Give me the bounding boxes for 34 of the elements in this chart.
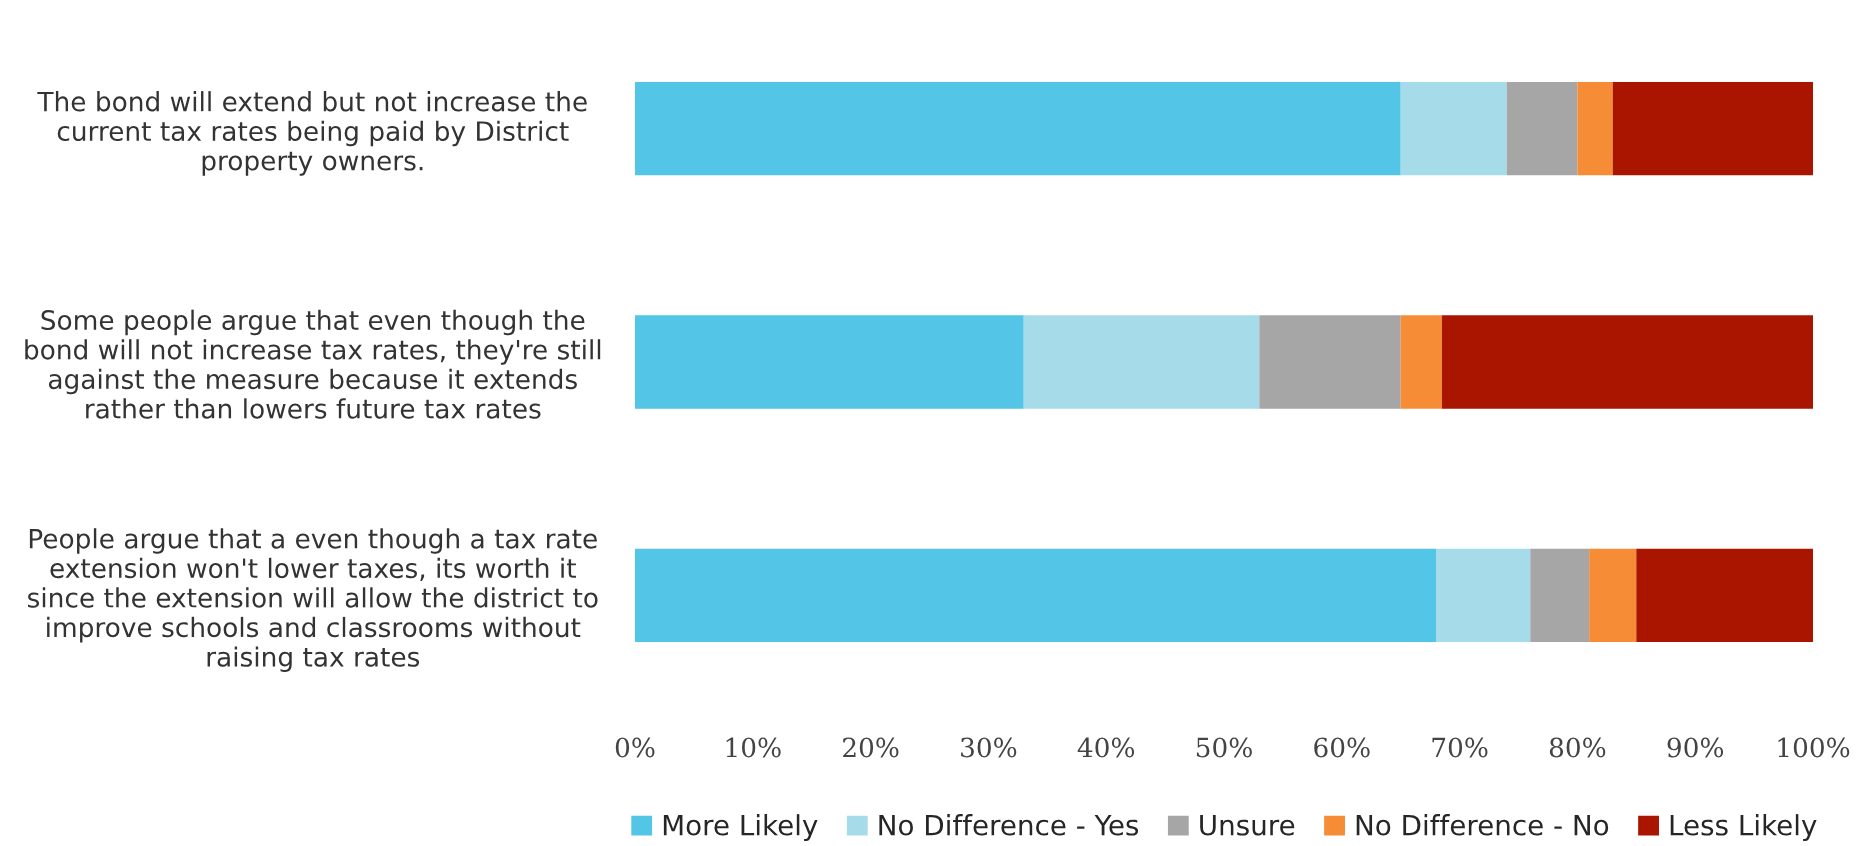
bar — [1400, 315, 1442, 409]
bar — [1506, 82, 1578, 176]
bar — [1612, 82, 1813, 176]
bar — [1589, 548, 1637, 642]
y-tick-label: People argue that a even though a tax rate extension won't lower taxes, its worth it since the extension will allow the district to improve schools and classrooms without raising tax rates — [28, 528, 598, 672]
bar — [635, 548, 1437, 642]
legend-label: More Likely — [663, 814, 818, 841]
bar — [1259, 315, 1401, 409]
x-tick-label: 70% — [1432, 737, 1488, 758]
x-tick-label: 60% — [1314, 737, 1370, 758]
bar — [1400, 82, 1507, 176]
x-tick-label: 40% — [1077, 737, 1135, 758]
bar — [1530, 548, 1590, 642]
legend-label: Less Likely — [1670, 814, 1817, 841]
x-tick-label: 90% — [1667, 737, 1724, 758]
legend-label: Unsure — [1200, 814, 1295, 836]
x-tick-label: 30% — [961, 737, 1017, 758]
y-tick-label: Some people argue that even though the bond will not increase tax rates, they're still against the measure because it extends rather than lowers future tax rates — [25, 309, 601, 419]
x-tick-label: 20% — [843, 737, 899, 758]
legend-label: No Difference - No — [1356, 814, 1609, 836]
bar — [1636, 548, 1813, 642]
x-tick-label: 0% — [615, 737, 655, 758]
legend-label: No Difference - Yes — [879, 814, 1139, 836]
x-tick-label: 10% — [726, 737, 781, 758]
bar — [1436, 548, 1531, 642]
x-tick-label: 80% — [1549, 737, 1606, 758]
bar — [635, 82, 1401, 176]
x-tick-label: 100% — [1778, 737, 1850, 758]
y-tick-label: The bond will extend but not increase the current tax rates being paid by District property owners. — [37, 91, 587, 176]
bar — [635, 315, 1024, 409]
bar — [1441, 315, 1813, 409]
bar — [1577, 82, 1613, 176]
x-tick-label: 50% — [1196, 737, 1252, 758]
bar — [1023, 315, 1260, 409]
